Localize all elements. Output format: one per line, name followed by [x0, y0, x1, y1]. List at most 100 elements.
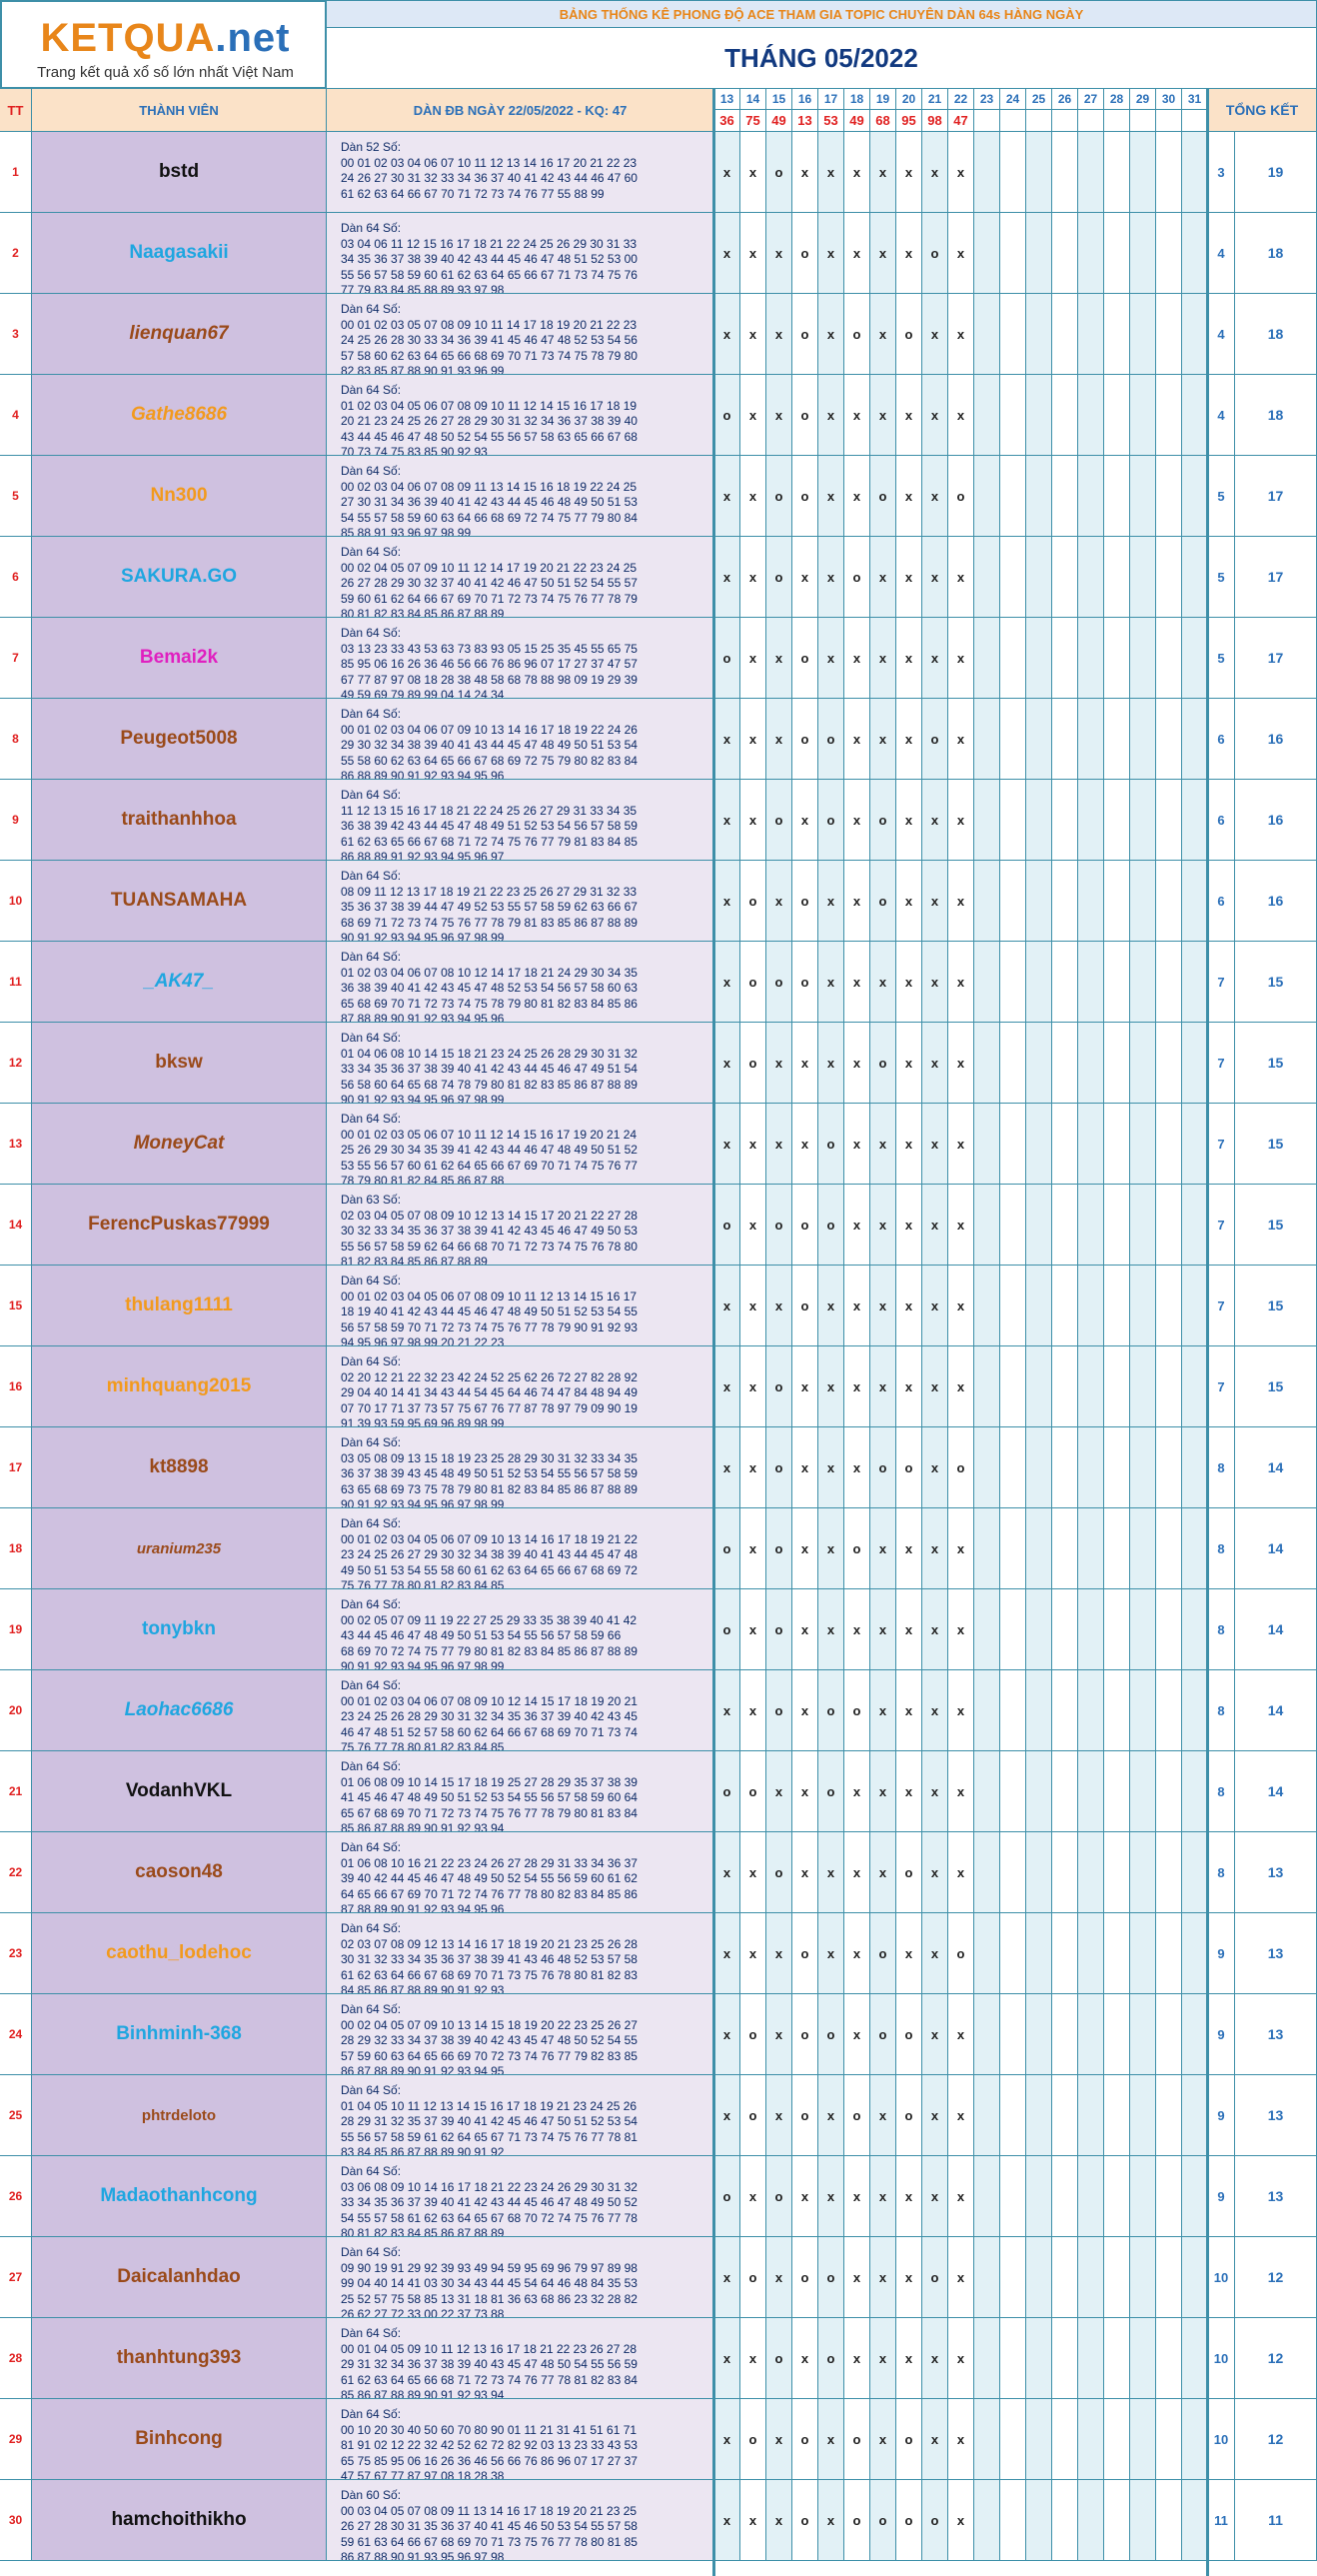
row-number: 19	[0, 1589, 32, 1670]
member-name[interactable]: Nn300	[32, 456, 327, 537]
member-name[interactable]: caothu_lodehoc	[32, 1913, 327, 1994]
day-mark: o	[792, 1266, 818, 1346]
day-mark: o	[896, 1994, 922, 2075]
day-mark: x	[714, 294, 740, 375]
member-name[interactable]: phtrdeloto	[32, 2075, 327, 2156]
header-member: THÀNH VIÊN	[32, 89, 327, 132]
day-mark: x	[818, 942, 844, 1023]
member-name[interactable]: uranium235	[32, 1508, 327, 1589]
member-name-text: Nn300	[150, 485, 208, 506]
member-name[interactable]: bksw	[32, 1023, 327, 1104]
row-number: 14	[0, 1185, 32, 1266]
member-name[interactable]: Binhminh-368	[32, 1994, 327, 2075]
day-mark: x	[870, 1346, 896, 1427]
day-mark: x	[922, 618, 948, 699]
day-header: 15	[766, 89, 792, 110]
dan-numbers: Dàn 64 Số: 03 06 08 09 10 14 16 17 18 21…	[327, 2156, 714, 2237]
dan-numbers: Dàn 64 Số: 00 01 02 03 04 05 06 07 08 09…	[327, 1266, 714, 1346]
day-mark	[1000, 1994, 1026, 2075]
member-name[interactable]: MoneyCat	[32, 1104, 327, 1185]
total-count: 7	[1208, 1104, 1235, 1185]
member-name[interactable]: kt8898	[32, 1427, 327, 1508]
member-name[interactable]: Laohac6686	[32, 1670, 327, 1751]
member-name[interactable]: Peugeot5008	[32, 699, 327, 780]
total-count: 4	[1208, 375, 1235, 456]
day-mark	[1026, 861, 1052, 942]
member-name[interactable]: Bemai2k	[32, 618, 327, 699]
day-mark	[1052, 861, 1078, 942]
day-mark: x	[896, 1508, 922, 1589]
member-name[interactable]: SAKURA.GO	[32, 537, 327, 618]
day-mark	[1026, 2075, 1052, 2156]
day-mark	[1130, 1266, 1156, 1346]
day-mark	[1026, 1185, 1052, 1266]
day-mark: x	[844, 2318, 870, 2399]
member-name[interactable]: Madaothanhcong	[32, 2156, 327, 2237]
member-name[interactable]: tonybkn	[32, 1589, 327, 1670]
member-name-text: _AK47_	[144, 971, 214, 992]
day-mark: x	[844, 1589, 870, 1670]
member-name[interactable]: thulang1111	[32, 1266, 327, 1346]
day-mark	[1052, 1185, 1078, 1266]
member-name[interactable]: TUANSAMAHA	[32, 861, 327, 942]
day-mark: o	[766, 1185, 792, 1266]
header-tt: TT	[0, 89, 32, 132]
day-mark: x	[818, 2075, 844, 2156]
day-mark	[1130, 780, 1156, 861]
member-name-text: SAKURA.GO	[120, 566, 238, 587]
day-mark: x	[714, 2480, 740, 2561]
day-mark	[1052, 1427, 1078, 1508]
day-mark: o	[766, 942, 792, 1023]
member-name-text: tonybkn	[142, 1618, 216, 1639]
total-count: 8	[1208, 1589, 1235, 1670]
day-mark	[1130, 2399, 1156, 2480]
member-name[interactable]: minhquang2015	[32, 1346, 327, 1427]
day-mark: x	[818, 132, 844, 213]
day-mark: x	[948, 942, 974, 1023]
day-mark: x	[818, 1508, 844, 1589]
day-mark: o	[792, 618, 818, 699]
day-mark	[1104, 375, 1130, 456]
day-header: 18	[844, 89, 870, 110]
day-mark	[1156, 1913, 1182, 1994]
member-name[interactable]: _AK47_	[32, 942, 327, 1023]
dan-numbers: Dàn 64 Số: 00 02 04 05 07 09 10 13 14 15…	[327, 1994, 714, 2075]
member-name[interactable]: caoson48	[32, 1832, 327, 1913]
day-mark: x	[948, 2156, 974, 2237]
member-name[interactable]: hamchoithikho	[32, 2480, 327, 2561]
member-name[interactable]: lienquan67	[32, 294, 327, 375]
day-mark	[1000, 2075, 1026, 2156]
member-name[interactable]: Daicalanhdao	[32, 2237, 327, 2318]
total-score: 17	[1235, 618, 1317, 699]
day-mark	[1078, 1832, 1104, 1913]
day-mark: x	[922, 942, 948, 1023]
day-mark: x	[870, 1185, 896, 1266]
member-name[interactable]: Naagasakii	[32, 213, 327, 294]
day-mark: o	[714, 1508, 740, 1589]
day-mark	[974, 2237, 1000, 2318]
total-score: 17	[1235, 537, 1317, 618]
member-name[interactable]: bstd	[32, 132, 327, 213]
day-mark: x	[870, 213, 896, 294]
day-mark	[1078, 132, 1104, 213]
total-count: 7	[1208, 1266, 1235, 1346]
day-mark: x	[844, 1913, 870, 1994]
member-name[interactable]: FerencPuskas77999	[32, 1185, 327, 1266]
member-name[interactable]: Binhcong	[32, 2399, 327, 2480]
day-mark: x	[896, 942, 922, 1023]
member-name[interactable]: traithanhhoa	[32, 780, 327, 861]
member-name[interactable]: Gathe8686	[32, 375, 327, 456]
day-mark: x	[948, 1508, 974, 1589]
member-name[interactable]: thanhtung393	[32, 2318, 327, 2399]
day-mark	[1026, 1427, 1052, 1508]
day-mark	[1104, 1508, 1130, 1589]
member-name[interactable]: VodanhVKL	[32, 1751, 327, 1832]
site-logo[interactable]: KETQUA.net Trang kết quả xổ số lớn nhất …	[0, 0, 327, 89]
day-result: 95	[896, 110, 922, 132]
day-mark: x	[792, 1427, 818, 1508]
day-mark: x	[818, 2480, 844, 2561]
dan-numbers: Dàn 64 Số: 03 04 06 11 12 15 16 17 18 21…	[327, 213, 714, 294]
day-mark	[1104, 1751, 1130, 1832]
day-mark	[1182, 1266, 1208, 1346]
day-mark	[1182, 2399, 1208, 2480]
